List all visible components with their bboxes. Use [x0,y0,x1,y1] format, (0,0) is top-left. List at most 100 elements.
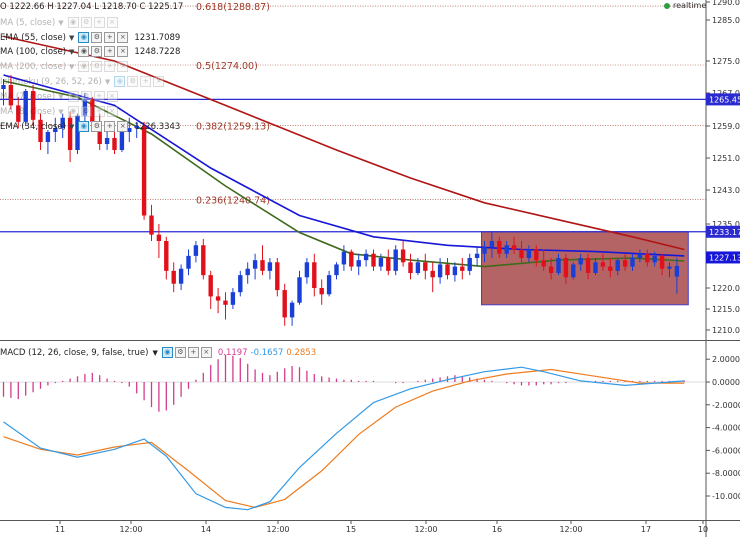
time-tick-label: 10 [698,525,708,534]
candle-body [127,128,132,132]
candle-body [334,264,339,276]
last-price-tag [706,251,740,264]
settings-icon[interactable]: ⚙ [91,61,103,72]
close-icon[interactable]: × [117,121,129,132]
candle-body [119,132,125,150]
candle-body [275,262,280,291]
time-tick-label: 12:00 [414,525,437,534]
candle-body [156,234,162,241]
candle-body [164,241,169,271]
time-tick-label: 15 [346,525,356,534]
candle-body [489,241,495,248]
candle-body [104,138,110,144]
add-icon[interactable]: + [93,91,105,102]
close-icon[interactable]: × [117,61,129,72]
price-tick-label: 1235.00 [712,220,740,229]
indicator-row[interactable]: EMA (34, close) ▼ ◉ ⚙ + × 1226.3343 [0,120,180,133]
indicator-row[interactable]: MA (5, close) ▼ ◉ ⚙ + × [0,16,124,29]
eye-icon[interactable]: ◉ [67,17,79,28]
eye-icon[interactable]: ◉ [114,76,126,87]
indicator-row[interactable]: MA (200, close) ▼ ◉ ⚙ + × [0,60,134,73]
candle-body [297,277,302,303]
eye-icon[interactable]: ◉ [67,91,79,102]
eye-icon[interactable]: ◉ [67,106,79,117]
realtime-dot-icon [664,2,670,9]
add-icon[interactable]: + [104,46,116,57]
add-icon[interactable]: + [140,76,152,87]
candle-body [30,91,36,120]
time-tick-label: 12:00 [559,525,582,534]
macd-tick-label: -10.0000 [712,492,740,501]
chevron-down-icon[interactable]: ▼ [152,348,158,357]
macd-tick-label: -2.0000 [712,401,740,410]
eye-icon[interactable]: ◉ [78,121,90,132]
indicator-row[interactable]: Ichimoku (9, 26, 52, 26) ▼ ◉ ⚙ + × [0,75,170,88]
time-tick-label: 12:00 [266,525,289,534]
close-icon[interactable]: × [153,76,165,87]
candle-body [223,300,228,305]
candle-body [112,138,117,150]
indicator-row[interactable]: EMA (55, close) ▼ ◉ ⚙ + × 1231.7089 [0,31,180,44]
chevron-down-icon[interactable]: ▼ [68,122,75,131]
price-tick-label: 1251.00 [712,154,740,163]
settings-icon[interactable]: ⚙ [80,17,92,28]
candle-body [474,253,480,258]
indicator-name: MA (100, close) [0,46,67,57]
chevron-down-icon[interactable]: ▼ [68,33,75,42]
candle-body [563,258,569,278]
eye-icon[interactable]: ◉ [78,46,90,57]
candle-body [386,258,391,271]
price-tick-label: 1290.00 [712,0,740,7]
candle-body [585,258,591,273]
candle-body [400,249,406,263]
candle-body [312,262,317,288]
close-icon[interactable]: × [106,17,118,28]
ma100-line [3,35,685,251]
chevron-down-icon[interactable]: ▼ [58,18,64,27]
candle-body [452,266,458,276]
price-tick-label: 1275.00 [712,57,740,66]
add-icon[interactable]: + [104,121,116,132]
settings-icon[interactable]: ⚙ [127,76,139,87]
candle-body [645,253,650,263]
macd-legend: MACD (12, 26, close, 9, false, true) ▼ ◉… [0,347,316,358]
candle-body [282,290,287,318]
candle-body [178,268,184,284]
price-tick-label: 1220.00 [712,284,740,293]
candle-body [171,270,176,284]
candle-body [423,262,428,271]
close-icon[interactable]: × [106,91,118,102]
chevron-down-icon[interactable]: ▼ [104,77,111,86]
chevron-down-icon[interactable]: ▼ [69,62,75,71]
candle-body [556,258,561,273]
candle-body [319,288,324,295]
add-icon[interactable]: + [93,17,105,28]
add-icon[interactable]: + [104,32,116,43]
eye-icon[interactable]: ◉ [161,347,173,358]
candle-body [415,262,421,273]
eye-icon[interactable]: ◉ [78,61,90,72]
indicator-row[interactable]: MA (7, close) ▼ ◉ ⚙ + × [0,90,124,103]
indicator-row[interactable]: MA (8, close) ▼ ◉ ⚙ + × [0,105,124,118]
add-icon[interactable]: + [93,106,105,117]
settings-icon[interactable]: ⚙ [91,32,103,43]
indicator-row[interactable]: MA (100, close) ▼ ◉ ⚙ + × 1248.7228 [0,45,180,58]
candle-body [504,245,509,254]
chevron-down-icon[interactable]: ▼ [58,107,64,116]
close-icon[interactable]: × [117,32,129,43]
settings-icon[interactable]: ⚙ [80,106,92,117]
price-tick-label: 1259.00 [712,122,740,131]
close-icon[interactable]: × [200,347,212,358]
eye-icon[interactable]: ◉ [78,32,90,43]
settings-icon[interactable]: ⚙ [91,46,103,57]
settings-icon[interactable]: ⚙ [91,121,103,132]
add-icon[interactable]: + [187,347,199,358]
close-icon[interactable]: × [106,106,118,117]
add-icon[interactable]: + [104,61,116,72]
close-icon[interactable]: × [117,46,129,57]
chevron-down-icon[interactable]: ▼ [69,47,75,56]
chevron-down-icon[interactable]: ▼ [58,92,64,101]
settings-icon[interactable]: ⚙ [80,91,92,102]
settings-icon[interactable]: ⚙ [174,347,186,358]
